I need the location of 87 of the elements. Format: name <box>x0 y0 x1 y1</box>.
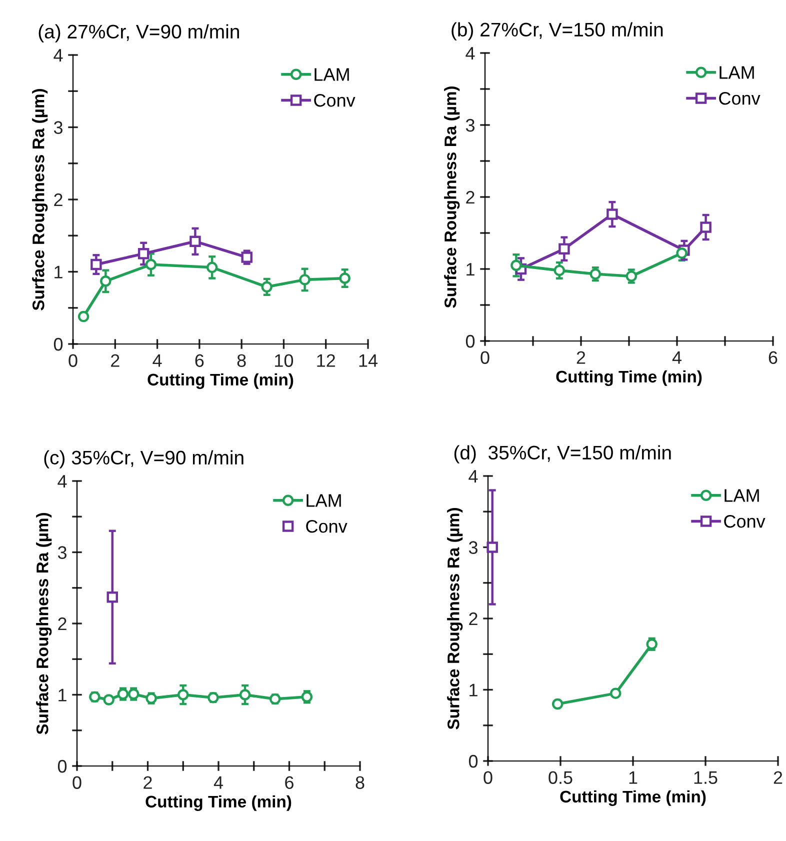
x-tick-label: 14 <box>359 354 378 367</box>
x-axis-title: Cutting Time (min) <box>148 373 294 389</box>
chart-title: (a) 27%Cr, V=90 m/min <box>38 24 239 42</box>
point <box>261 281 272 293</box>
y-tick-label: 3 <box>468 541 478 554</box>
point <box>700 222 712 233</box>
point <box>339 272 350 284</box>
point <box>106 592 118 603</box>
chart-title: (d) 35%Cr, V=150 m/min <box>454 445 671 464</box>
x-tick-label: 2 <box>144 776 152 789</box>
y-tick-label: 4 <box>468 470 478 483</box>
y-tick-label: 0 <box>54 338 63 351</box>
legend-label: Conv <box>724 514 766 528</box>
x-tick-label: 8 <box>237 354 246 367</box>
x-tick-label: 8 <box>356 776 364 789</box>
x-tick-label: 4 <box>214 776 223 789</box>
point <box>552 698 564 710</box>
x-tick-label: 1 <box>629 771 638 784</box>
x-tick-label: 2 <box>111 354 120 367</box>
x-tick-label: 0.5 <box>548 771 572 784</box>
point <box>90 258 102 270</box>
point <box>510 260 522 272</box>
legend-label: Conv <box>306 520 348 533</box>
x-tick-label: 0 <box>72 776 82 789</box>
legend-label: LAM <box>314 68 349 81</box>
y-axis-title: Surface Roughness Ra (µm) <box>32 89 48 310</box>
y-tick-label: 1 <box>466 263 474 276</box>
legend-label: Conv <box>314 94 356 107</box>
y-axis-title: Surface Roughness Ra (µm) <box>36 513 52 734</box>
point <box>558 243 570 254</box>
y-tick-label: 0 <box>466 334 475 348</box>
y-tick-label: 1 <box>470 684 478 696</box>
x-tick-label: 4 <box>152 354 162 367</box>
chart-title: (c) 35%Cr, V=90 m/min <box>44 450 244 468</box>
y-tick-label: 1 <box>58 688 66 702</box>
point <box>145 258 157 270</box>
y-tick-label: 2 <box>469 612 478 626</box>
legend-label: Conv <box>719 92 760 105</box>
x-tick-label: 0 <box>68 354 78 367</box>
y-tick-label: 2 <box>466 190 474 204</box>
x-axis-title: Cutting Time (min) <box>146 795 292 811</box>
y-axis-title: Surface Roughness Ra (µm) <box>444 86 460 308</box>
y-tick-label: 3 <box>54 121 62 134</box>
x-axis-title: Cutting Time (min) <box>556 370 702 386</box>
y-tick-label: 4 <box>466 47 475 60</box>
point <box>138 248 150 260</box>
point <box>206 262 218 274</box>
y-tick-label: 0 <box>58 760 67 773</box>
point <box>486 542 498 553</box>
y-tick-label: 2 <box>54 193 62 206</box>
point <box>78 310 90 322</box>
y-tick-label: 4 <box>54 49 63 62</box>
point <box>239 689 251 700</box>
point <box>103 694 114 706</box>
x-tick-label: 4 <box>672 351 682 364</box>
y-axis-title: Surface Roughness Ra (µm) <box>447 508 463 730</box>
x-tick-label: 1.5 <box>694 771 718 784</box>
point <box>590 268 602 280</box>
y-tick-label: 2 <box>58 617 66 630</box>
point <box>100 276 112 287</box>
y-tick-label: 1 <box>54 266 62 278</box>
x-tick-label: 6 <box>768 351 778 364</box>
point <box>299 274 310 286</box>
legend-label: LAM <box>306 494 341 507</box>
x-tick-label: 2 <box>576 351 586 364</box>
x-tick-label: 6 <box>285 776 294 789</box>
point <box>178 689 189 700</box>
x-axis-title: Cutting Time (min) <box>560 790 706 806</box>
point <box>190 236 201 248</box>
x-tick-label: 6 <box>195 354 204 367</box>
y-tick-label: 0 <box>468 754 478 768</box>
x-tick-label: 10 <box>275 354 294 367</box>
point <box>606 208 618 220</box>
y-tick-label: 3 <box>466 118 474 132</box>
chart-title: (b) 27%Cr, V=150 m/min <box>452 22 663 40</box>
point <box>241 252 252 263</box>
point <box>554 264 566 276</box>
x-tick-label: 12 <box>317 354 335 367</box>
legend-label: LAM <box>724 489 759 502</box>
x-tick-label: 0 <box>484 771 492 784</box>
point <box>610 688 622 699</box>
x-tick-label: 2 <box>774 771 782 784</box>
y-tick-label: 4 <box>58 475 67 488</box>
point <box>626 270 638 282</box>
x-tick-label: 0 <box>480 351 490 364</box>
legend-label: LAM <box>720 66 754 79</box>
y-tick-label: 3 <box>58 546 66 559</box>
